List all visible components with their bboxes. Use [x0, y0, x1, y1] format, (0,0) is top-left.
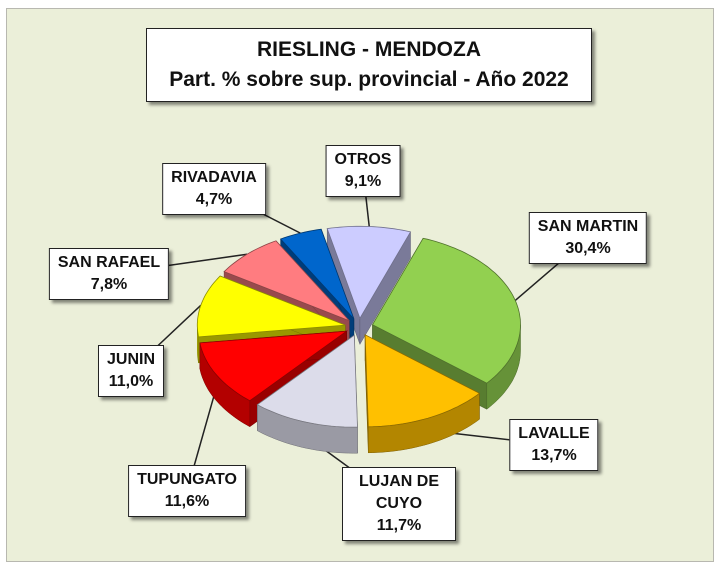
- data-label: OTROS 9,1%: [325, 145, 401, 197]
- chart: [108, 170, 589, 505]
- label-name: RIVADAVIA: [171, 169, 257, 186]
- chart-frame: RIESLING - MENDOZA Part. % sobre sup. pr…: [6, 8, 714, 562]
- data-label: LUJAN DE CUYO 11,7%: [342, 467, 456, 541]
- slice: [199, 330, 349, 402]
- label-value: 7,8%: [90, 276, 128, 293]
- label-value: 30,4%: [565, 240, 611, 257]
- label-value: 11,0%: [108, 373, 154, 390]
- label-value: 11,6%: [164, 493, 210, 510]
- slice: [279, 228, 355, 320]
- data-label: TUPUNGATO 11,6%: [128, 465, 246, 517]
- data-label: SAN RAFAEL 7,8%: [48, 248, 170, 300]
- label-value: 9,1%: [344, 173, 382, 190]
- label-name: LAVALLE: [518, 425, 590, 442]
- data-label: JUNIN 11,0%: [97, 345, 165, 397]
- slice: [371, 237, 521, 384]
- label-name: LUJAN DE CUYO: [358, 473, 439, 512]
- data-label: SAN MARTIN 30,4%: [528, 212, 648, 264]
- label-name: SAN MARTIN: [537, 218, 639, 235]
- label-name: SAN RAFAEL: [57, 254, 161, 271]
- slice: [326, 225, 412, 320]
- slice: [223, 240, 350, 322]
- label-value: 4,7%: [195, 191, 233, 208]
- label-value: 11,7%: [376, 517, 422, 534]
- data-label: LAVALLE 13,7%: [509, 419, 599, 471]
- chart-subtitle: Part. % sobre sup. provincial - Año 2022: [169, 68, 569, 91]
- label-name: JUNIN: [106, 351, 156, 368]
- chart-title: RIESLING - MENDOZA: [257, 38, 481, 61]
- data-label: RIVADAVIA 4,7%: [162, 163, 266, 215]
- label-name: TUPUNGATO: [137, 471, 237, 488]
- slice: [256, 334, 358, 428]
- slice: [196, 275, 346, 338]
- title-box: RIESLING - MENDOZA Part. % sobre sup. pr…: [146, 28, 592, 102]
- slice: [364, 334, 481, 428]
- label-value: 13,7%: [531, 447, 577, 464]
- label-name: OTROS: [334, 151, 392, 168]
